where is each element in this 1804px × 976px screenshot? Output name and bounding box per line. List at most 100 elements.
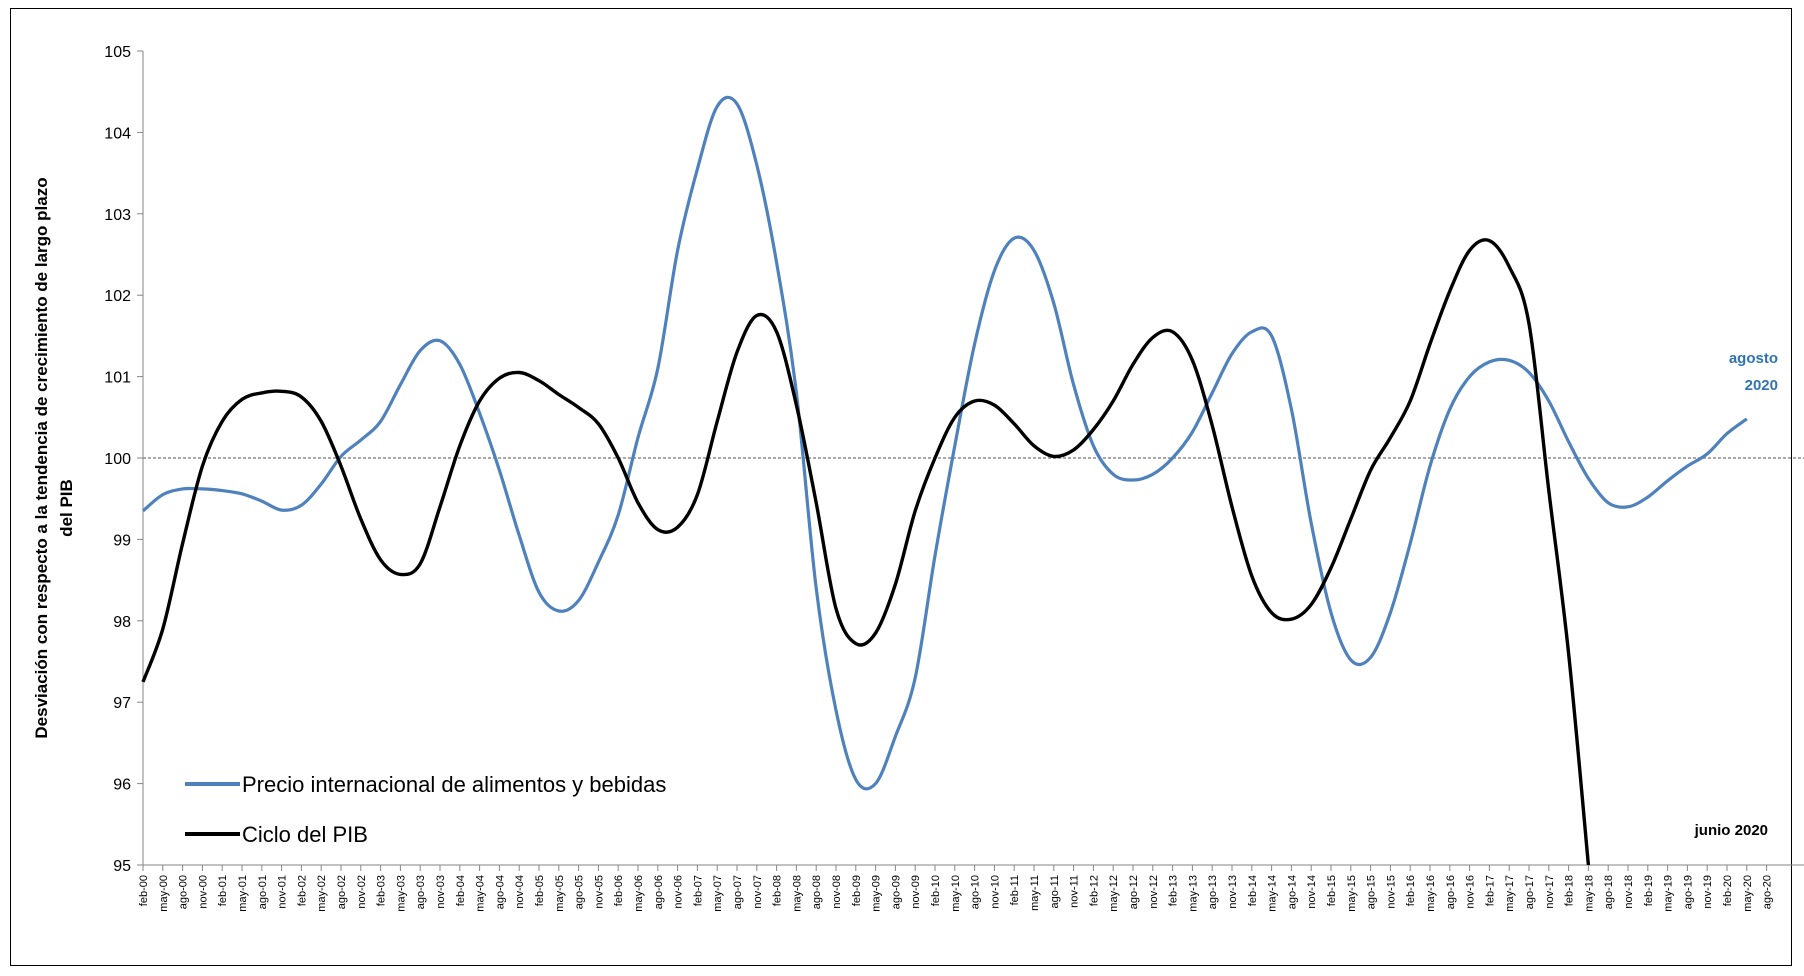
x-tick-label: nov-06 xyxy=(673,875,685,909)
x-tick-label: may-07 xyxy=(712,875,724,912)
x-tick-label: feb-10 xyxy=(930,875,942,906)
legend-label-ciclo: Ciclo del PIB xyxy=(242,822,368,847)
x-tick-label: feb-05 xyxy=(534,875,546,906)
x-tick-label: nov-02 xyxy=(356,875,368,909)
legend: Precio internacional de alimentos y bebi… xyxy=(185,772,666,847)
x-tick-label: nov-07 xyxy=(752,875,764,909)
x-tick-label: ago-19 xyxy=(1682,875,1694,909)
x-tick-label: ago-00 xyxy=(178,875,190,909)
x-tick-label: ago-06 xyxy=(653,875,665,909)
x-tick-label: ago-08 xyxy=(811,875,823,909)
x-tick-label: feb-17 xyxy=(1484,875,1496,906)
x-tick-label: ago-10 xyxy=(970,875,982,909)
x-tick-label: feb-12 xyxy=(1088,875,1100,906)
x-tick-label: nov-18 xyxy=(1623,875,1635,909)
x-tick-label: feb-04 xyxy=(455,875,467,906)
x-tick-label: nov-03 xyxy=(435,875,447,909)
x-tick-label: may-16 xyxy=(1425,875,1437,912)
x-tick-label: feb-00 xyxy=(138,875,150,906)
x-tick-label: may-06 xyxy=(633,875,645,912)
x-tick-label: ago-02 xyxy=(336,875,348,909)
x-tick-label: nov-17 xyxy=(1544,875,1556,909)
annotation-agosto-2020-line1: agosto xyxy=(1729,350,1778,367)
x-tick-label: ago-03 xyxy=(415,875,427,909)
y-axis-label-line2: del PIB xyxy=(57,479,76,537)
x-tick-label: ago-17 xyxy=(1524,875,1536,909)
y-tick-label: 95 xyxy=(113,858,131,875)
x-tick-label: feb-02 xyxy=(296,875,308,906)
x-tick-label: may-10 xyxy=(950,875,962,912)
x-tick-label: may-05 xyxy=(554,875,566,912)
x-tick-label: feb-15 xyxy=(1326,875,1338,906)
chart-frame xyxy=(10,8,1792,966)
y-tick-label: 105 xyxy=(104,44,131,61)
x-tick-label: may-18 xyxy=(1583,875,1595,912)
x-tick-label: ago-04 xyxy=(494,875,506,909)
x-tick-label: nov-14 xyxy=(1306,875,1318,909)
x-tick-label: ago-05 xyxy=(574,875,586,909)
y-tick-label: 103 xyxy=(104,207,131,224)
x-tick-label: nov-00 xyxy=(197,875,209,909)
x-tick-label: nov-09 xyxy=(910,875,922,909)
x-tick-label: feb-16 xyxy=(1405,875,1417,906)
x-tick-label: may-20 xyxy=(1742,875,1754,912)
x-tick-label: nov-11 xyxy=(1069,875,1081,908)
x-tick-label: may-02 xyxy=(316,875,328,912)
x-tick-label: nov-16 xyxy=(1465,875,1477,909)
series-line-precio-alimentos xyxy=(141,95,1748,791)
x-tick-label: ago-15 xyxy=(1366,875,1378,909)
series-layer xyxy=(141,95,1748,866)
annotation-agosto-2020-line2: 2020 xyxy=(1745,377,1778,394)
legend-label-precio: Precio internacional de alimentos y bebi… xyxy=(242,772,666,797)
annotations: agosto 2020 junio 2020 xyxy=(1694,350,1778,839)
x-tick-label: feb-19 xyxy=(1643,875,1655,906)
x-tick-label: nov-12 xyxy=(1148,875,1160,909)
x-tick-label: nov-13 xyxy=(1227,875,1239,909)
x-ticks: feb-00 may-00 ago-00 nov-00 feb-01 may-01 ago-… xyxy=(138,865,1774,912)
x-tick-label: nov-01 xyxy=(277,875,289,909)
y-axis-label: Desviación con respecto a la tendencia d… xyxy=(32,177,51,738)
x-tick-label: ago-01 xyxy=(257,875,269,909)
x-tick-label: may-13 xyxy=(1187,875,1199,912)
y-tick-label: 99 xyxy=(113,532,131,549)
y-tick-label: 101 xyxy=(104,370,131,387)
y-tick-label: 104 xyxy=(104,125,131,142)
x-tick-label: may-17 xyxy=(1504,875,1516,912)
x-tick-label: nov-10 xyxy=(989,875,1001,909)
x-tick-label: ago-18 xyxy=(1603,875,1615,909)
x-tick-label: nov-05 xyxy=(593,875,605,909)
x-tick-label: feb-08 xyxy=(772,875,784,906)
y-tick-label: 96 xyxy=(113,777,131,794)
x-tick-label: nov-15 xyxy=(1385,875,1397,909)
x-tick-label: may-14 xyxy=(1267,875,1279,912)
y-tick-label: 100 xyxy=(104,451,131,468)
x-tick-label: feb-06 xyxy=(613,875,625,906)
x-tick-label: nov-19 xyxy=(1702,875,1714,909)
x-tick-label: nov-08 xyxy=(831,875,843,909)
axes: 95 96 97 98 99 100 101 102 103 104 105 feb-00 may-0… xyxy=(104,44,1804,912)
x-tick-label: may-08 xyxy=(791,875,803,912)
x-tick-label: may-04 xyxy=(475,875,487,912)
x-tick-label: may-01 xyxy=(237,875,249,912)
annotation-junio-2020: junio 2020 xyxy=(1694,822,1768,839)
x-tick-label: may-09 xyxy=(871,875,883,912)
x-tick-label: feb-14 xyxy=(1247,875,1259,906)
x-tick-label: feb-07 xyxy=(692,875,704,906)
x-tick-label: ago-14 xyxy=(1286,875,1298,909)
x-tick-label: feb-03 xyxy=(376,875,388,906)
x-tick-label: feb-13 xyxy=(1168,875,1180,906)
x-tick-label: feb-20 xyxy=(1722,875,1734,906)
x-tick-label: may-11 xyxy=(1029,875,1041,911)
x-tick-label: feb-09 xyxy=(851,875,863,906)
y-tick-label: 102 xyxy=(104,288,131,305)
y-ticks: 95 96 97 98 99 100 101 102 103 104 105 xyxy=(104,44,143,875)
x-tick-label: ago-16 xyxy=(1445,875,1457,909)
y-tick-label: 97 xyxy=(113,695,131,712)
x-tick-label: ago-12 xyxy=(1128,875,1140,909)
x-tick-label: may-12 xyxy=(1108,875,1120,912)
y-tick-label: 98 xyxy=(113,614,131,631)
x-tick-label: may-00 xyxy=(158,875,170,912)
x-tick-label: ago-20 xyxy=(1762,875,1774,909)
x-tick-label: ago-13 xyxy=(1207,875,1219,909)
